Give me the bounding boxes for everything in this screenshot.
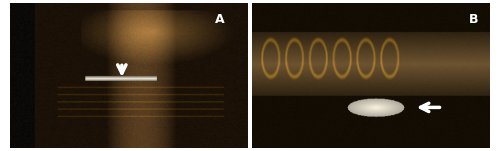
Text: A: A <box>214 13 224 26</box>
Text: B: B <box>468 13 478 26</box>
